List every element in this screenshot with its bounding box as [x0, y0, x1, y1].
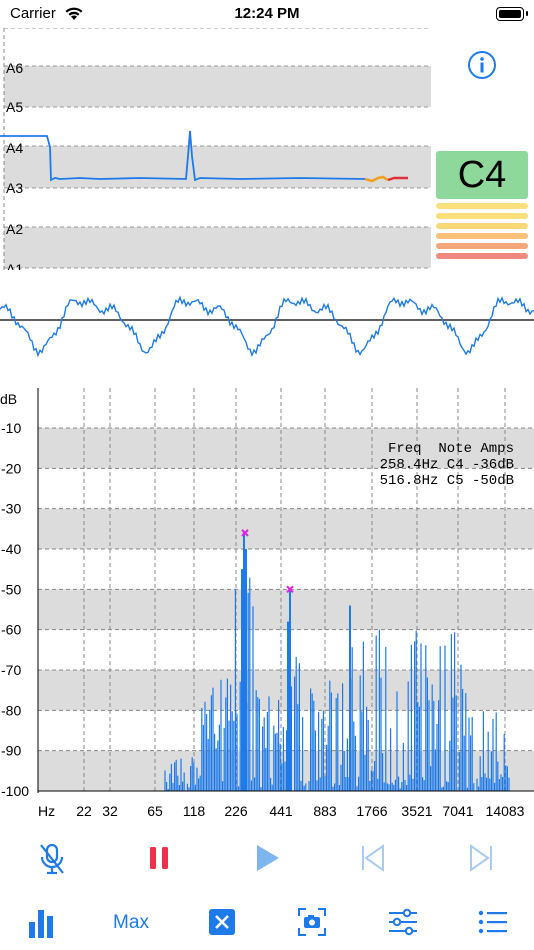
mic-slash-icon	[40, 843, 64, 875]
peak-marker	[286, 585, 294, 594]
y-tick-label: -50	[1, 581, 21, 597]
x-tick-label: 65	[147, 803, 163, 819]
skip-forward-icon	[470, 844, 492, 872]
clear-button[interactable]	[208, 908, 236, 936]
x-tick-label: 118	[183, 803, 206, 819]
y-tick-label: -60	[1, 622, 21, 638]
x-tick-label: 14083	[486, 803, 525, 819]
status-bar: Carrier 12:24 PM	[0, 0, 534, 28]
info-icon	[468, 51, 496, 79]
skip-forward-button[interactable]	[468, 844, 494, 872]
camera-icon	[298, 908, 326, 936]
play-icon	[257, 845, 279, 871]
y-tick-label: -80	[1, 702, 21, 718]
info-button[interactable]	[467, 50, 497, 80]
list-icon	[478, 910, 507, 934]
x-tick-label: 7041	[442, 803, 473, 819]
pitch-trace	[0, 130, 366, 182]
x-tick-label: 441	[269, 803, 293, 819]
battery-tip	[526, 11, 528, 16]
x-tick-label: 883	[313, 803, 337, 819]
note-label: A4	[6, 140, 24, 156]
peak-table-header: Freq Note Amps	[388, 441, 514, 457]
y-tick-label: -10	[1, 420, 21, 436]
current-note-badge: C4	[436, 151, 528, 199]
skip-back-icon	[362, 844, 384, 872]
pitch-history-panel	[0, 28, 431, 270]
pitch-trace-recent	[364, 175, 389, 183]
pitch-trace-current	[387, 176, 408, 182]
note-label: A5	[6, 99, 24, 115]
y-tick-label: -40	[1, 541, 21, 557]
wifi-icon	[65, 7, 83, 20]
y-tick-label: -20	[1, 460, 21, 476]
play-button[interactable]	[255, 843, 281, 873]
screenshot-button[interactable]	[297, 907, 327, 937]
peak-marker	[241, 529, 249, 537]
tuning-meter	[436, 203, 528, 259]
close-box-icon	[209, 909, 235, 935]
y-tick-label: -100	[1, 783, 29, 799]
clock: 12:24 PM	[234, 5, 300, 22]
x-tick-label: 1766	[356, 803, 387, 819]
note-label: A2	[6, 221, 24, 237]
y-tick-label: -30	[1, 501, 21, 517]
spectrum-chart: dB -10 -20 -30 -40 -50 -60 -70 -80 -90 -100 Hz 22…	[0, 388, 534, 819]
x-tick-label: 226	[224, 803, 248, 819]
x-tick-label: 22	[76, 803, 92, 819]
peak-table-row-2: 516.8Hz C5 -50dB	[380, 473, 514, 489]
waveform	[0, 295, 534, 358]
skip-back-button[interactable]	[360, 844, 386, 872]
note-label: A6	[6, 60, 24, 76]
x-tick-label: 32	[102, 803, 118, 819]
note-label: A3	[6, 180, 24, 196]
mute-mic-button[interactable]	[37, 842, 67, 876]
x-axis-unit: Hz	[38, 803, 55, 819]
settings-button[interactable]	[388, 908, 418, 936]
list-button[interactable]	[478, 908, 508, 936]
pause-icon	[150, 847, 168, 869]
battery-icon	[496, 7, 524, 21]
sliders-icon	[389, 908, 417, 936]
spectrum-view-button[interactable]	[28, 906, 54, 940]
bar-chart-icon	[29, 910, 53, 938]
max-button[interactable]: Max	[113, 912, 149, 933]
y-tick-label: -70	[1, 662, 21, 678]
y-axis-unit: dB	[0, 391, 17, 407]
x-tick-label: 3521	[401, 803, 432, 819]
carrier-label: Carrier	[10, 5, 56, 22]
y-tick-label: -90	[1, 743, 21, 759]
note-label: A1	[6, 262, 24, 270]
peak-table-row-1: 258.4Hz C4 -36dB	[380, 457, 514, 473]
pause-button[interactable]	[148, 845, 172, 871]
